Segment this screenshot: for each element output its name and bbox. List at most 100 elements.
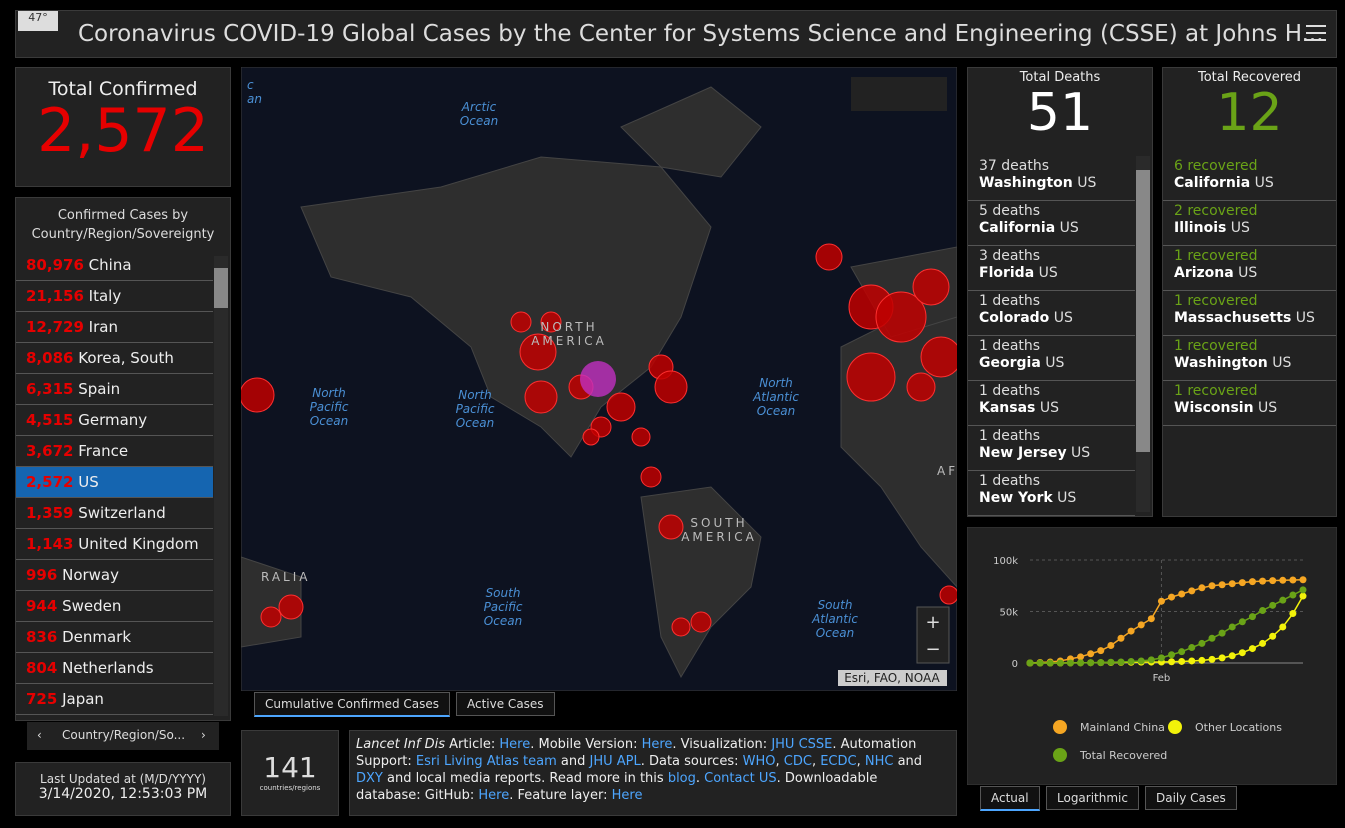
place: Washington [1174, 355, 1268, 371]
point [1026, 659, 1034, 667]
country-row[interactable]: 21,156 Italy [16, 281, 213, 312]
link[interactable]: Here [499, 737, 531, 752]
recovered-panel: Total Recovered 12 6 recovered California… [1162, 67, 1337, 517]
scrollbar[interactable] [1136, 156, 1150, 512]
country-row[interactable]: 1,143 United Kingdom [16, 529, 213, 560]
country-row[interactable]: 804 Netherlands [16, 653, 213, 684]
text: and [893, 754, 923, 769]
recovered-row: 1 recovered Massachusetts US [1163, 291, 1336, 336]
count: 1 recovered [1174, 383, 1258, 399]
map-label: Arctic Ocean [460, 100, 498, 128]
point [1208, 634, 1216, 642]
link[interactable]: Here [641, 737, 673, 752]
deaths-row: 1 deaths New York US [968, 471, 1135, 516]
count: 3 deaths [979, 248, 1041, 264]
place-line: California US [1174, 175, 1327, 192]
point [1046, 659, 1054, 667]
link[interactable]: JHU CSSE [771, 737, 833, 752]
link[interactable]: NHC [864, 754, 894, 769]
link[interactable]: WHO [742, 754, 776, 769]
scrollbar[interactable] [214, 256, 228, 716]
country-row[interactable]: 836 Denmark [16, 622, 213, 653]
country-row[interactable]: 996 Norway [16, 560, 213, 591]
map[interactable]: + − Esri, FAO, NOAA Arctic Ocean North Paci… [241, 67, 957, 691]
link[interactable]: DXY [356, 771, 383, 786]
country-row[interactable]: 80,976 China [16, 250, 213, 281]
place: Wisconsin [1174, 400, 1254, 416]
point [1188, 644, 1196, 652]
country-row[interactable]: 8,086 Korea, South [16, 343, 213, 374]
map-label: North Atlantic Ocean [752, 376, 799, 418]
link[interactable]: Esri Living Atlas team [415, 754, 557, 769]
point [1147, 615, 1155, 623]
point [1178, 657, 1186, 665]
count: 1 deaths [979, 383, 1041, 399]
country-list: Confirmed Cases by Country/Region/Sovere… [15, 197, 231, 721]
weather: 47° [18, 11, 58, 31]
map-tab[interactable]: Active Cases [456, 692, 555, 716]
link[interactable]: Here [611, 788, 643, 803]
point [1137, 621, 1145, 629]
link[interactable]: Contact US [704, 771, 777, 786]
total-confirmed: Total Confirmed 2,572 [15, 67, 231, 187]
deaths-row: 37 deaths Washington US [968, 156, 1135, 201]
place-line: Arizona US [1174, 265, 1327, 282]
point [1208, 655, 1216, 663]
link[interactable]: JHU APL [589, 754, 641, 769]
point [1097, 647, 1105, 655]
list-pager[interactable]: ‹ Country/Region/So... › [27, 722, 219, 750]
count: 2,572 [26, 473, 74, 491]
text: . Data sources: [640, 754, 743, 769]
count: 5 deaths [979, 203, 1041, 219]
label: Last Updated at (M/D/YYYY) [40, 772, 206, 786]
count: 1 deaths [979, 428, 1041, 444]
country-row[interactable]: 1,359 Switzerland [16, 498, 213, 529]
chart-tab[interactable]: Actual [980, 786, 1040, 811]
country-row[interactable]: 4,515 Germany [16, 405, 213, 436]
country-row[interactable]: 12,729 Iran [16, 312, 213, 343]
chart-tab[interactable]: Logarithmic [1046, 786, 1139, 810]
point [1269, 577, 1277, 585]
link[interactable]: CDC [783, 754, 812, 769]
country: US [1272, 355, 1292, 371]
count: 1 deaths [979, 293, 1041, 309]
point [1107, 658, 1115, 666]
point [1279, 596, 1287, 604]
y-tick-label: 50k [999, 608, 1018, 619]
place-line: Wisconsin US [1174, 400, 1327, 417]
country: Germany [78, 411, 148, 429]
chart-tab[interactable]: Daily Cases [1145, 786, 1237, 810]
country: Japan [62, 690, 104, 708]
point [1107, 641, 1115, 649]
count: 2 recovered [1174, 203, 1258, 219]
deaths-row: 1 deaths Colorado US [968, 291, 1135, 336]
place: Georgia [979, 355, 1041, 371]
country-row[interactable]: 725 Japan [16, 684, 213, 715]
count: 1,143 [26, 535, 74, 553]
point [1168, 658, 1176, 666]
country-row[interactable]: 3,672 France [16, 436, 213, 467]
point [1168, 651, 1176, 659]
link[interactable]: Here [478, 788, 510, 803]
series-line [1030, 589, 1304, 664]
country: US [1238, 265, 1258, 281]
place-line: Florida US [979, 265, 1124, 282]
place: New Jersey [979, 445, 1067, 461]
value: 12 [1216, 83, 1283, 143]
country-row[interactable]: 944 Sweden [16, 591, 213, 622]
point [1087, 659, 1095, 667]
country-row[interactable]: 2,572 US [16, 467, 213, 498]
country-row[interactable]: 6,315 Spain [16, 374, 213, 405]
title: Total Deaths [1019, 70, 1101, 85]
country: US [1039, 400, 1059, 416]
point [1198, 656, 1206, 664]
point [1248, 613, 1256, 621]
place-line: Washington US [979, 175, 1124, 192]
link[interactable]: blog [667, 771, 696, 786]
place-line: California US [979, 220, 1124, 237]
info-text: Lancet Inf Dis Article: Here. Mobile Ver… [356, 736, 926, 804]
menu-button[interactable] [1306, 25, 1326, 41]
map-tab[interactable]: Cumulative Confirmed Cases [254, 692, 451, 717]
link[interactable]: ECDC [820, 754, 857, 769]
